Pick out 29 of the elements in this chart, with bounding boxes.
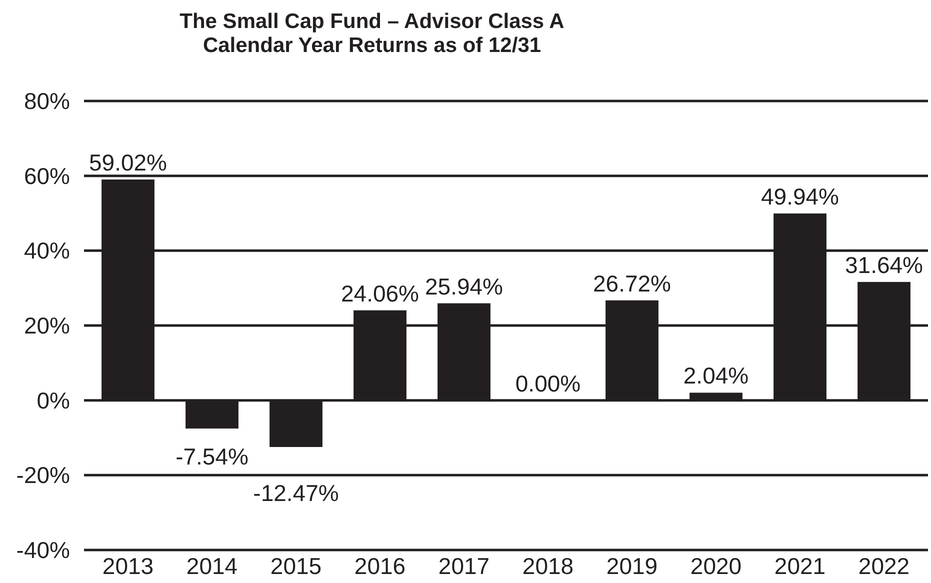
data-label: 0.00% <box>515 370 581 396</box>
x-tick-label: 2015 <box>270 553 322 579</box>
x-tick-label: 2014 <box>186 553 238 579</box>
data-label: 59.02% <box>88 150 168 176</box>
y-tick-label: 0% <box>36 387 70 414</box>
x-tick-label: 2017 <box>438 553 490 579</box>
y-tick-label: -20% <box>16 462 70 488</box>
data-label: -12.47% <box>253 480 339 506</box>
data-label: 2.04% <box>683 362 749 389</box>
y-tick-label: 20% <box>24 312 70 339</box>
y-tick-label: 60% <box>24 162 70 189</box>
data-label: 24.06% <box>340 280 420 306</box>
chart-title: The Small Cap Fund – Advisor Class A <box>180 10 564 33</box>
x-tick-label: 2013 <box>102 553 154 579</box>
y-tick-label: 40% <box>24 238 70 264</box>
x-tick-label: 2022 <box>858 553 910 579</box>
x-tick-label: 2019 <box>606 553 658 579</box>
x-tick-label: 2016 <box>354 553 406 579</box>
data-label: 25.94% <box>424 273 504 300</box>
x-tick-label: 2018 <box>522 553 574 579</box>
data-label: -7.54% <box>176 444 248 470</box>
data-label: 26.72% <box>592 270 672 296</box>
data-label: 31.64% <box>844 252 924 278</box>
data-label: 49.94% <box>760 183 840 210</box>
chart-subtitle: Calendar Year Returns as of 12/31 <box>202 34 542 57</box>
y-tick-label: 80% <box>24 88 70 114</box>
x-tick-label: 2020 <box>690 553 742 579</box>
x-tick-label: 2021 <box>774 553 826 579</box>
y-tick-label: -40% <box>16 537 70 564</box>
